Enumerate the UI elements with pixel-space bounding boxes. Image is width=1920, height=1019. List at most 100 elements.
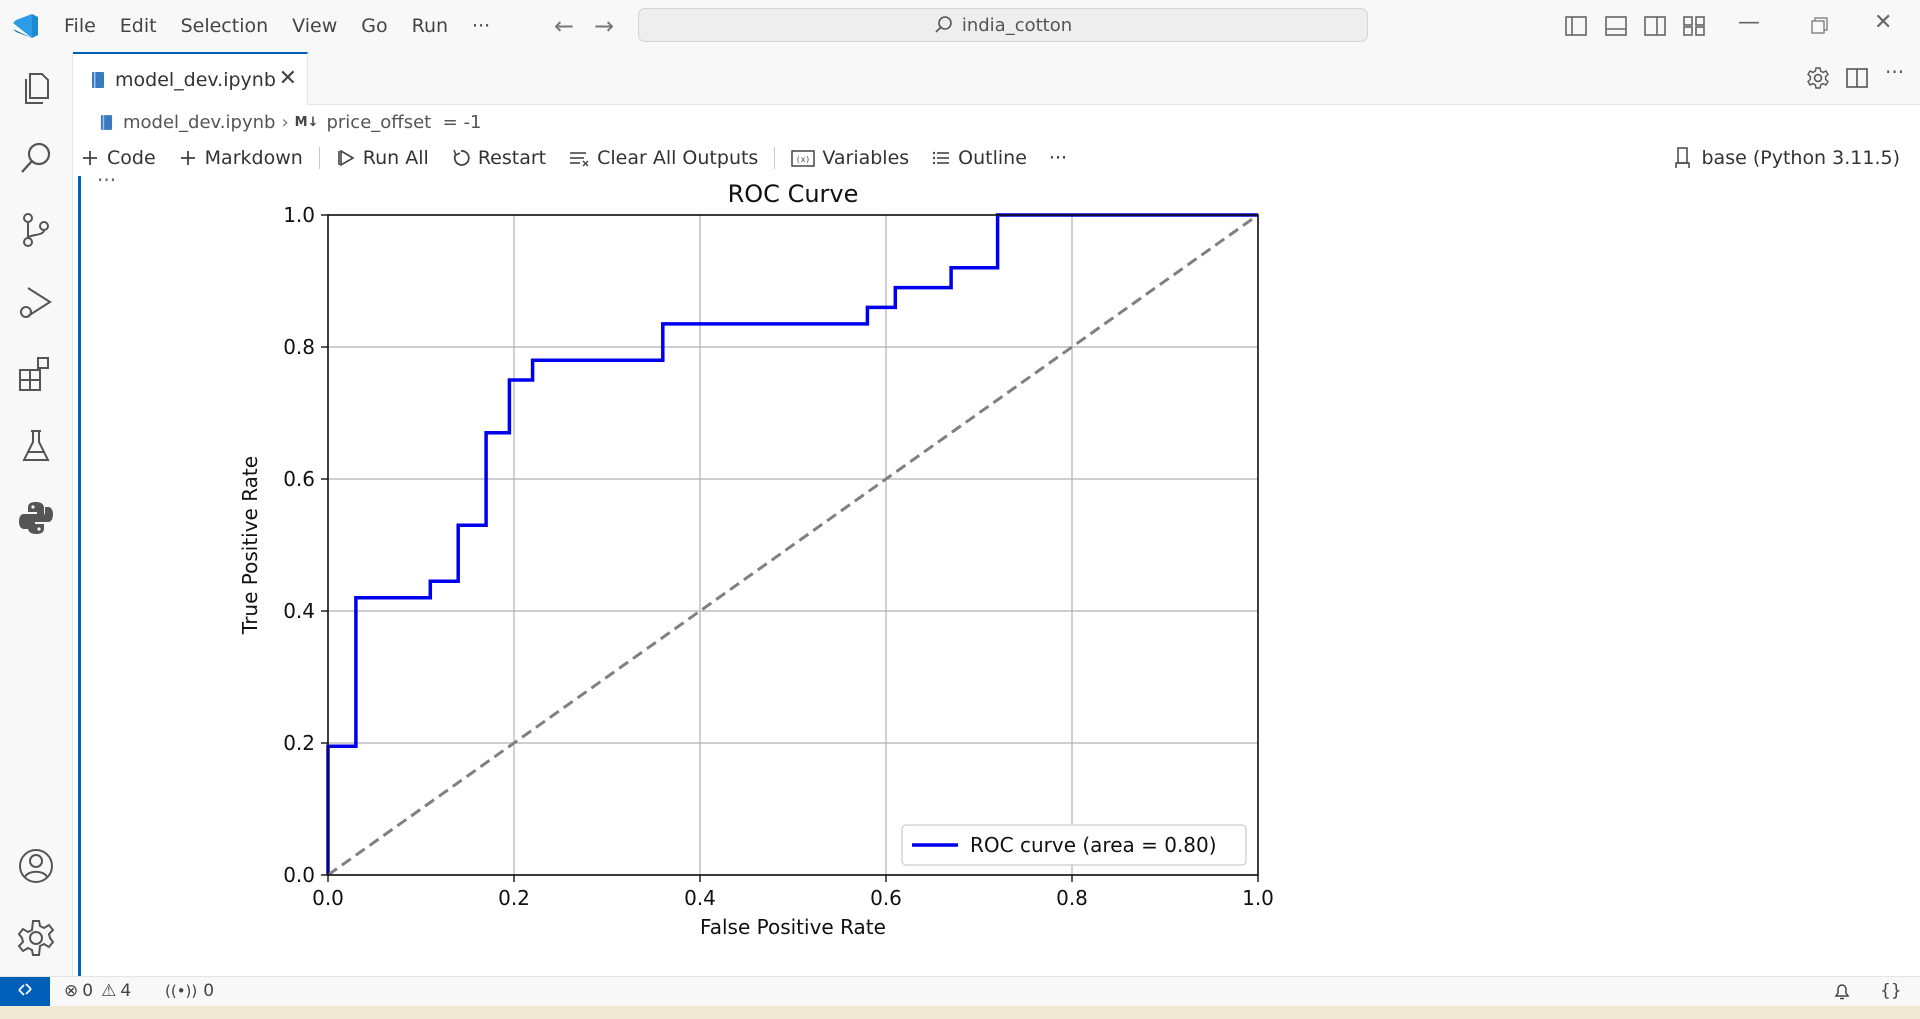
notifications-bell-icon[interactable] — [1832, 981, 1852, 1001]
y-tick-label: 0.8 — [283, 335, 315, 359]
search-icon — [935, 16, 952, 33]
split-editor-icon[interactable] — [1845, 66, 1869, 90]
notebook-file-icon — [92, 71, 104, 88]
chart-legend: ROC curve (area = 0.80) — [901, 824, 1247, 866]
tab-label: model_dev.ipynb — [115, 68, 276, 91]
toolbar-more-button[interactable]: ··· — [1049, 147, 1067, 169]
restart-icon — [453, 149, 470, 166]
x-tick-label: 0.6 — [870, 886, 902, 910]
remote-indicator[interactable] — [0, 977, 50, 1007]
braces-icon[interactable]: {} — [1880, 981, 1902, 1001]
menu-bar: File Edit Selection View Go Run ··· — [52, 0, 502, 52]
testing-flask-icon[interactable] — [16, 426, 56, 466]
clear-all-icon — [570, 152, 589, 167]
menu-file[interactable]: File — [64, 15, 96, 37]
python-icon[interactable] — [16, 498, 56, 538]
run-and-debug-icon[interactable] — [16, 282, 56, 322]
problems-indicator[interactable]: ⊗ 0 ⚠ 4 — [64, 981, 131, 1001]
variables-button[interactable]: (x) Variables — [791, 147, 909, 169]
x-tick-label: 0.2 — [498, 886, 530, 910]
chevron-right-icon: › — [281, 111, 289, 133]
clear-all-outputs-button[interactable]: Clear All Outputs — [568, 147, 758, 169]
toggle-panel-icon[interactable] — [1604, 14, 1628, 38]
warning-count: 4 — [120, 981, 132, 1001]
menu-more[interactable]: ··· — [472, 15, 491, 37]
kernel-label: base (Python 3.11.5) — [1701, 147, 1901, 169]
forward-arrow-icon[interactable]: → — [594, 12, 615, 40]
bell-icon — [1834, 984, 1850, 1000]
restart-label: Restart — [477, 147, 547, 169]
menu-view[interactable]: View — [292, 15, 338, 37]
minimize-icon[interactable]: — — [1738, 10, 1760, 35]
command-center-search[interactable]: india_cotton — [638, 8, 1368, 42]
ports-count: 0 — [203, 981, 215, 1001]
run-all-button[interactable]: Run All — [336, 147, 429, 169]
add-code-cell-button[interactable]: Code — [80, 147, 156, 169]
menu-run[interactable]: Run — [411, 15, 449, 37]
explorer-icon[interactable] — [16, 68, 56, 108]
more-actions-icon[interactable]: ··· — [1885, 60, 1905, 84]
x-tick-label: 0.0 — [312, 886, 344, 910]
legend-box — [901, 824, 1247, 866]
x-tick-label: 0.8 — [1056, 886, 1088, 910]
taskbar-strip — [0, 1006, 1920, 1019]
plus-icon — [83, 151, 97, 165]
y-axis-label: True Positive Rate — [238, 456, 262, 635]
error-icon: ⊗ — [64, 981, 79, 1001]
status-bar: ⊗ 0 ⚠ 4 ((•)) 0 {} — [0, 976, 1920, 1007]
braces-glyph: {} — [1880, 981, 1902, 1001]
y-tick-label: 0.0 — [283, 863, 315, 887]
manage-gear-icon[interactable] — [16, 918, 56, 958]
outline-list-icon — [932, 151, 950, 165]
x-tick-label: 1.0 — [1242, 886, 1274, 910]
series-layer — [326, 213, 1259, 877]
menu-selection[interactable]: Selection — [180, 15, 269, 37]
cell-output-area: ··· ROC Curve 0.0 0.2 0.4 0.6 0.8 1.0 0.0 0.2 0.… — [73, 176, 1920, 976]
toggle-primary-sidebar-icon[interactable] — [1564, 14, 1588, 38]
restore-icon[interactable] — [1807, 14, 1831, 38]
add-markdown-cell-button[interactable]: Markdown — [178, 147, 303, 169]
kernel-picker[interactable]: base (Python 3.11.5) — [1674, 141, 1901, 175]
vscode-logo-icon[interactable] — [10, 12, 40, 40]
menu-go[interactable]: Go — [361, 15, 388, 37]
close-tab-icon[interactable]: ✕ — [278, 66, 297, 91]
breadcrumb: model_dev.ipynb › M↓ price_offset = -1 — [100, 108, 481, 136]
svg-text:(x): (x) — [796, 155, 810, 164]
source-control-icon[interactable] — [16, 210, 56, 250]
kernel-icon — [1674, 147, 1690, 168]
toggle-secondary-sidebar-icon[interactable] — [1643, 14, 1667, 38]
notebook-settings-gear-icon[interactable] — [1806, 66, 1830, 90]
outline-button[interactable]: Outline — [931, 147, 1027, 169]
warning-icon: ⚠ — [101, 981, 117, 1001]
accounts-icon[interactable] — [16, 846, 56, 886]
close-window-icon[interactable]: ✕ — [1874, 10, 1893, 35]
ports-indicator[interactable]: ((•)) 0 — [165, 981, 214, 1001]
remote-icon — [18, 983, 32, 996]
search-view-icon[interactable] — [16, 138, 56, 178]
back-arrow-icon[interactable]: ← — [554, 12, 575, 40]
diagonal-reference-line — [327, 213, 1259, 877]
more-label: ··· — [1048, 147, 1068, 169]
breadcrumb-file[interactable]: model_dev.ipynb — [123, 111, 276, 133]
tab-model-dev[interactable]: model_dev.ipynb ✕ — [73, 52, 308, 105]
tick-layer: 0.0 0.2 0.4 0.6 0.8 1.0 0.0 0.2 0.4 0.6 0.8 1.0 — [283, 203, 1274, 910]
x-tick-label: 0.4 — [684, 886, 716, 910]
menu-edit[interactable]: Edit — [119, 15, 157, 37]
error-count: 0 — [82, 981, 94, 1001]
y-tick-label: 0.4 — [283, 599, 315, 623]
y-tick-label: 0.6 — [283, 467, 315, 491]
cell-focus-indicator — [78, 176, 81, 976]
restart-button[interactable]: Restart — [451, 147, 546, 169]
x-axis-label: False Positive Rate — [700, 915, 886, 939]
customize-layout-icon[interactable] — [1682, 14, 1706, 38]
toolbar-separator — [774, 147, 776, 169]
variables-icon: (x) — [791, 150, 816, 167]
search-text: india_cotton — [961, 14, 1073, 36]
output-ellipsis[interactable]: ··· — [97, 176, 117, 192]
extensions-icon[interactable] — [16, 354, 56, 394]
breadcrumb-cell[interactable]: price_offset = -1 — [326, 111, 482, 133]
notebook-toolbar: Code Markdown Run All Restart Clear All … — [80, 141, 1920, 175]
activity-bar — [0, 52, 73, 976]
editor-tab-bar: model_dev.ipynb ✕ ··· — [73, 52, 1920, 105]
plot-frame — [327, 214, 1259, 876]
